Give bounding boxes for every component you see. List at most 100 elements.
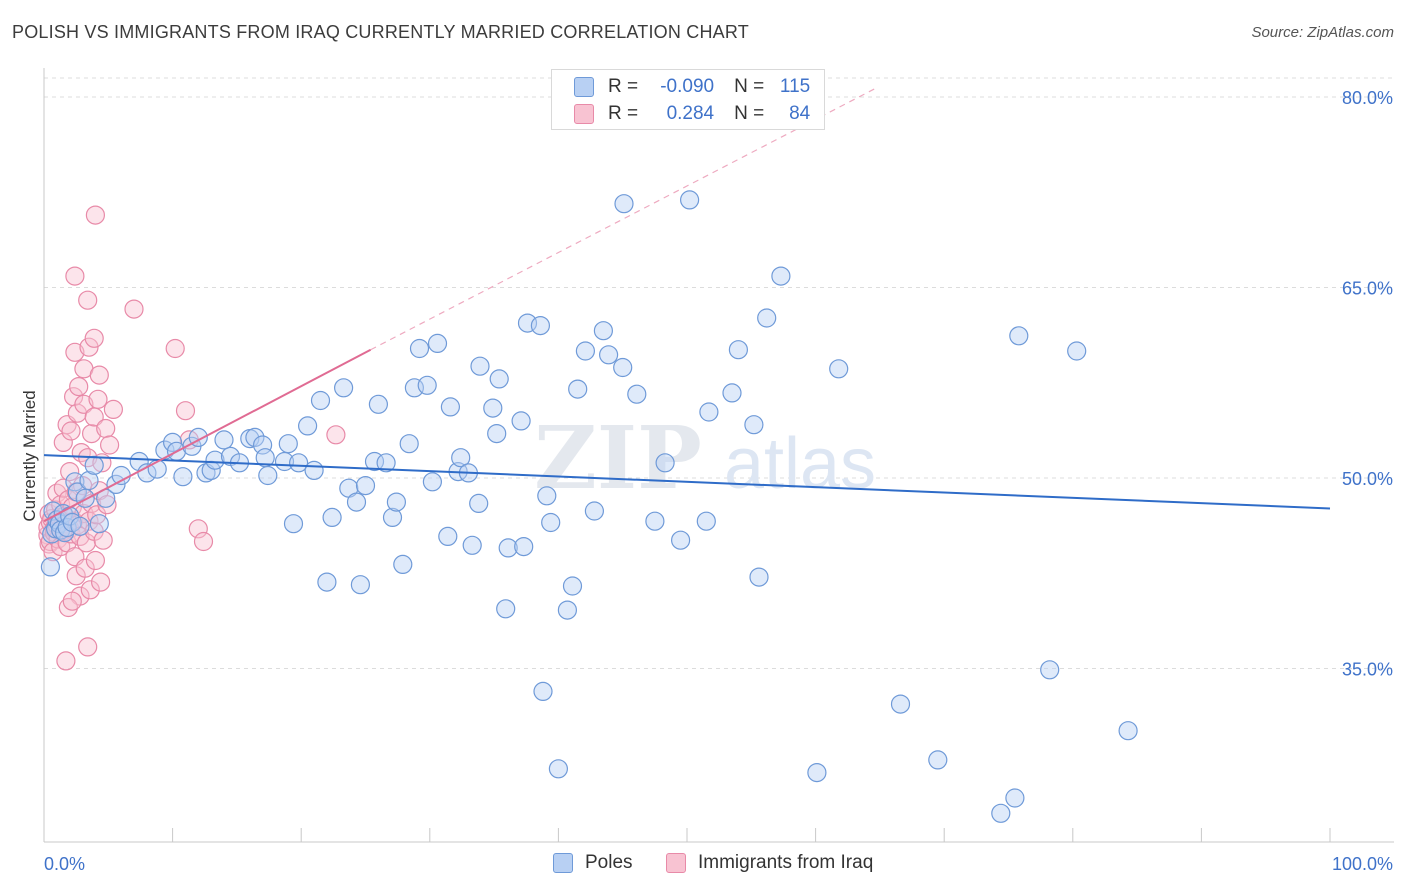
poles-point [67, 482, 88, 502]
poles-point [334, 378, 354, 398]
poles-point [655, 453, 675, 473]
chart-source: Source: ZipAtlas.com [1251, 24, 1394, 41]
iraq-point [69, 377, 89, 397]
poles-point [417, 375, 437, 395]
iraq-point [175, 401, 196, 421]
poles-point [483, 398, 503, 418]
poles-point [537, 486, 557, 506]
poles-point [890, 694, 911, 714]
iraq-point [65, 266, 85, 286]
poles-point [530, 316, 551, 336]
poles-point [670, 530, 691, 550]
y-tick-label: 50.0% [1342, 469, 1393, 489]
iraq-point [76, 533, 97, 553]
bottom-legend-iraq: Immigrants from Iraq [666, 852, 873, 874]
poles-point [696, 511, 716, 531]
bottom-legend-label-iraq: Immigrants from Iraq [698, 852, 874, 873]
poles-point [829, 359, 849, 379]
legend-swatch-poles [574, 77, 594, 97]
poles-point [322, 507, 342, 528]
poles-point [1005, 788, 1025, 808]
poles-point [89, 514, 109, 534]
tick-labels: 80.0% 65.0% 50.0% 35.0% 0.0% 100.0% [44, 88, 1393, 874]
poles-point [317, 572, 337, 592]
poles-point [514, 536, 534, 557]
iraq-point [80, 580, 100, 600]
iraq-point [124, 299, 144, 319]
legend-n-label: N = [734, 76, 765, 97]
legend-r-label: R = [608, 76, 639, 97]
iraq-point [93, 530, 113, 550]
watermark-zip: ZIP [534, 408, 702, 509]
poles-point [289, 453, 309, 473]
watermark: ZIP atlas [534, 408, 876, 509]
poles-point [614, 194, 634, 214]
legend-n-value-iraq: 84 [789, 103, 811, 124]
poles-point [613, 357, 633, 378]
legend-r-value-poles: -0.090 [660, 76, 715, 97]
iraq-point [88, 389, 108, 409]
poles-point [298, 416, 318, 436]
bottom-legend-swatch-poles [553, 853, 573, 873]
poles-point [438, 526, 458, 547]
iraq-point [75, 558, 95, 578]
poles-point [79, 470, 99, 491]
poles-point [399, 434, 419, 454]
poles-point [368, 394, 388, 414]
poles-point [771, 266, 791, 286]
iraq-point [81, 424, 102, 444]
poles-point [283, 514, 304, 534]
poles-point [253, 435, 273, 455]
y-tick-label: 80.0% [1342, 88, 1393, 108]
iraq-point [78, 637, 98, 657]
x-tick-label: 100.0% [1332, 854, 1393, 874]
poles-point [462, 535, 482, 555]
poles-point [548, 759, 569, 779]
poles-point [205, 450, 225, 470]
gridlines [44, 77, 1394, 669]
poles-point [350, 575, 370, 595]
trend-lines [43, 87, 1331, 523]
poles-point [346, 492, 367, 512]
poles-point [214, 430, 234, 450]
poles-point [679, 190, 700, 210]
legend-r-value-iraq: 0.284 [666, 103, 715, 124]
trend-line-iraq-extension [370, 87, 877, 351]
poles-point [541, 512, 561, 533]
iraq-point [62, 591, 82, 611]
iraq-point [65, 342, 85, 362]
iraq-point [85, 205, 106, 225]
iraq-point [74, 394, 94, 414]
poles-point [173, 467, 193, 487]
legend-row-iraq: R = 0.284 N = 84 [574, 102, 810, 126]
poles-point [304, 460, 324, 480]
legend-r-label: R = [608, 103, 639, 124]
trend-line-iraq [43, 348, 372, 523]
poles-point [496, 599, 516, 619]
poles-point [75, 488, 95, 508]
chart-title: POLISH VS IMMIGRANTS FROM IRAQ CURRENTLY… [12, 22, 749, 42]
iraq-point [78, 290, 98, 310]
legend-n-value-poles: 115 [779, 76, 811, 97]
poles-point [386, 492, 406, 512]
poles-point [511, 411, 531, 431]
legend-n-label: N = [734, 103, 765, 124]
poles-point [533, 681, 553, 702]
poles-point [487, 424, 507, 444]
poles-point [722, 383, 742, 403]
poles-point [258, 465, 278, 486]
poles-point [498, 538, 518, 558]
iraq-point [85, 550, 106, 571]
iraq-point [103, 399, 124, 419]
iraq-point [326, 425, 346, 445]
poles-point [728, 340, 749, 360]
bottom-legend-label-poles: Poles [585, 852, 633, 873]
x-tick-label: 0.0% [44, 854, 85, 874]
iraq-point [79, 337, 99, 357]
poles-point [757, 308, 777, 328]
poles-point [584, 501, 605, 521]
legend-swatch-iraq [574, 104, 594, 124]
iraq-point [63, 387, 84, 407]
poles-point [84, 455, 104, 475]
